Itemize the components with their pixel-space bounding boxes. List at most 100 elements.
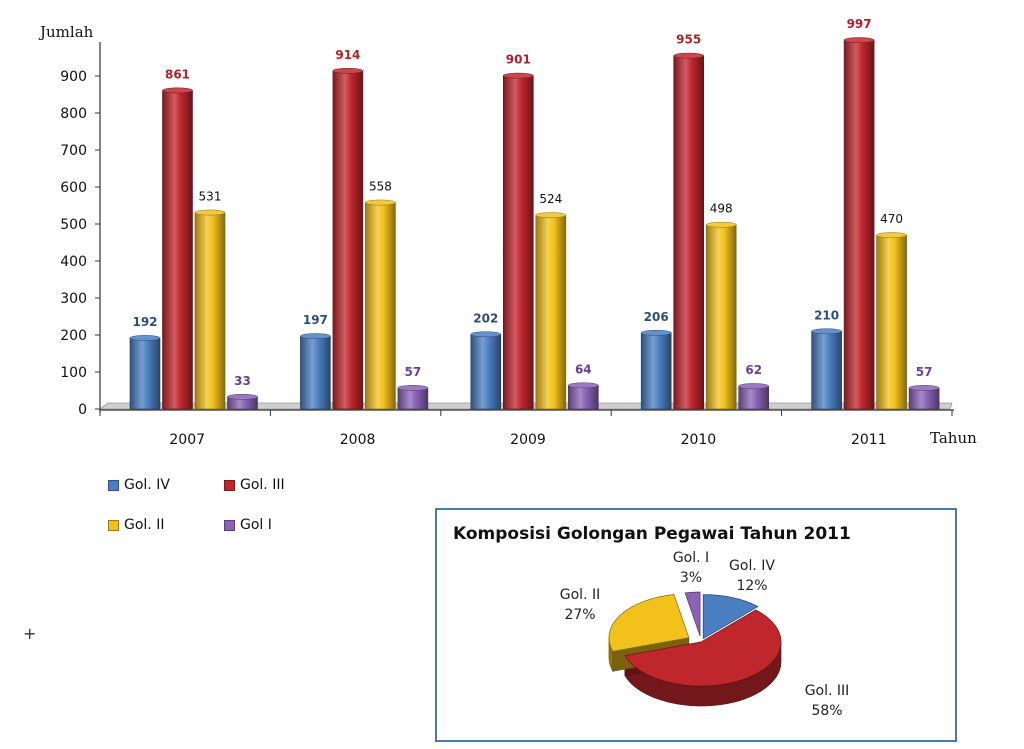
x-tick-label: 2010: [681, 432, 717, 448]
legend-item: Gol. III: [224, 477, 285, 493]
legend-label: Gol. III: [240, 477, 285, 493]
legend-item: Gol I: [224, 517, 272, 533]
bar-gol-iii-2010: [673, 55, 705, 410]
pie-slice-percent: 27%: [564, 607, 595, 623]
legend-swatch: [108, 519, 119, 531]
bar-chart: 0100200300400500600700800900JumlahTahun …: [38, 17, 977, 448]
bar-gol-iii-2011: [843, 39, 875, 410]
data-label: 33: [234, 374, 251, 388]
legend-label: Gol I: [240, 517, 272, 533]
x-tick-label: 2009: [510, 432, 546, 448]
bar-gol-i-2011: [908, 387, 940, 410]
legend-item: Gol. IV: [108, 477, 170, 493]
bar-top-cap: [640, 329, 672, 336]
data-label: 192: [132, 315, 157, 329]
pie-slice-label: Gol. IV: [729, 558, 775, 574]
bar-top-cap: [673, 52, 704, 59]
legend-item: Gol. II: [108, 517, 164, 533]
data-label: 210: [814, 308, 839, 322]
bar-top-cap: [738, 383, 769, 389]
bar-top-cap: [535, 212, 567, 218]
data-label: 861: [165, 67, 190, 81]
bar-gol-ii-2010: [705, 224, 737, 410]
data-label: 202: [473, 311, 498, 325]
y-tick-label: 400: [60, 254, 87, 270]
bar-gol-iii-2009: [502, 75, 534, 410]
data-label: 914: [335, 48, 360, 62]
bar-top-cap: [162, 87, 193, 94]
x-tick-label: 2008: [340, 432, 376, 448]
pie-chart: Gol. IV 12% Gol. III 58% Gol. II 27% Gol. I 3%: [560, 550, 850, 719]
y-tick-label: 800: [60, 106, 87, 122]
plus-mark: +: [23, 624, 37, 643]
bar-gol-i-2009: [567, 385, 599, 410]
y-tick-label: 0: [78, 402, 87, 418]
pie-slice-gol-iii: [624, 609, 782, 687]
data-label: 64: [575, 362, 592, 376]
bar-top-cap: [503, 72, 534, 79]
data-label: 531: [199, 190, 222, 204]
data-label: 901: [506, 53, 531, 67]
pie-chart-title: Komposisi Golongan Pegawai Tahun 2011: [453, 524, 851, 544]
y-tick-label: 500: [60, 217, 87, 233]
bar-gol-ii-2009: [535, 214, 567, 410]
bar-top-cap: [470, 331, 502, 338]
bar-top-cap: [227, 393, 258, 400]
bar-gol-iv-2011: [811, 330, 842, 410]
data-label: 498: [710, 202, 733, 216]
bar-top-cap: [568, 382, 599, 389]
y-tick-label: 100: [60, 365, 87, 381]
bar-gol-iii-2008: [332, 70, 364, 410]
bar-gol-iv-2008: [300, 335, 331, 410]
y-axis-title: Jumlah: [38, 23, 94, 41]
bar-top-cap: [705, 221, 737, 228]
bar-top-cap: [843, 37, 875, 43]
pie-slice-percent: 3%: [680, 570, 702, 586]
bar-top-cap: [811, 328, 842, 335]
y-tick-label: 600: [60, 180, 87, 196]
data-label: 524: [539, 192, 562, 206]
pie-slice-gol-iv: [702, 594, 759, 640]
bar-top-cap: [876, 232, 907, 238]
bar-top-cap: [332, 67, 364, 74]
data-label: 57: [405, 365, 422, 379]
bar-top-cap: [397, 385, 429, 391]
y-tick-label: 900: [60, 69, 87, 85]
data-label: 558: [369, 180, 392, 194]
bar-gol-ii-2007: [194, 212, 226, 410]
pie-slice-gol-i: [684, 591, 701, 637]
x-tick-label: 2007: [169, 432, 205, 448]
data-label: 997: [847, 17, 872, 31]
y-tick-label: 200: [60, 328, 87, 344]
pie-slice-label: Gol. I: [673, 550, 709, 566]
data-label: 470: [880, 212, 903, 226]
y-tick-label: 700: [60, 143, 87, 159]
bar-top-cap: [300, 333, 331, 339]
pie-slice-label: Gol. III: [805, 683, 850, 699]
legend-label: Gol. IV: [124, 477, 170, 493]
data-label: 62: [745, 363, 762, 377]
legend-swatch: [108, 479, 119, 491]
bar-top-cap: [129, 335, 161, 341]
data-label: 955: [676, 33, 701, 47]
pie-slice-percent: 58%: [811, 703, 842, 719]
pie-chart-panel: Komposisi Golongan Pegawai Tahun 2011 Go…: [435, 508, 957, 742]
bar-gol-i-2010: [738, 385, 770, 410]
bar-gol-ii-2011: [876, 234, 907, 410]
bar-top-cap: [365, 199, 396, 206]
pie-slice-percent: 12%: [736, 578, 767, 594]
data-label: 197: [303, 313, 328, 327]
data-label: 206: [644, 310, 669, 324]
bar-gol-ii-2008: [365, 202, 396, 410]
pie-slice-gol-ii: [608, 594, 690, 652]
bar-gol-iii-2007: [162, 90, 193, 410]
legend-label: Gol. II: [124, 517, 165, 533]
legend-swatch: [224, 479, 235, 491]
bar-gol-iv-2007: [129, 337, 161, 410]
bar-gol-i-2008: [397, 387, 429, 410]
y-tick-label: 300: [60, 291, 87, 307]
bar-top-cap: [194, 209, 226, 216]
bar-top-cap: [908, 385, 940, 391]
pie-slice-label: Gol. II: [560, 587, 600, 603]
bar-gol-iv-2009: [470, 333, 502, 410]
